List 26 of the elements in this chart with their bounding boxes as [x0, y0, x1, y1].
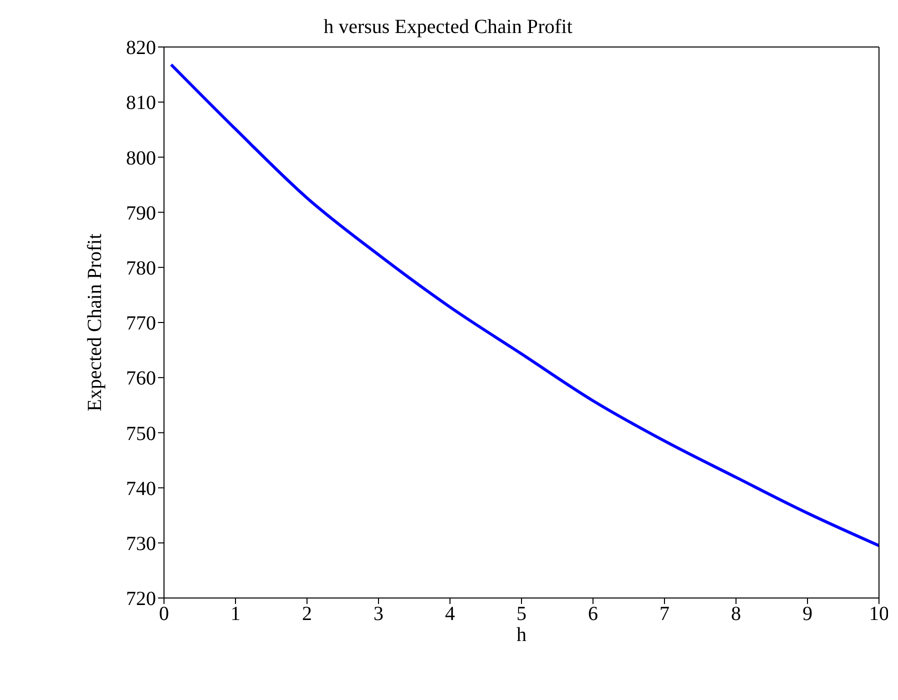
x-tick-label: 6	[588, 603, 598, 626]
x-tick-label: 4	[445, 603, 455, 626]
y-tick-label: 730	[126, 533, 156, 555]
x-tick-label: 5	[516, 603, 526, 626]
y-tick-label: 780	[126, 258, 156, 280]
x-tick-label: 7	[660, 603, 670, 626]
x-axis-title: h	[516, 624, 526, 646]
y-tick-label: 810	[126, 92, 156, 114]
y-tick-label: 720	[126, 588, 156, 610]
x-tick-label: 8	[731, 603, 741, 626]
line-series	[170, 63, 879, 548]
x-tick-label: 9	[802, 603, 812, 626]
x-tick-label: 10	[869, 603, 889, 626]
y-tick-label: 750	[126, 422, 156, 445]
y-tick-label: 820	[126, 37, 156, 60]
x-tick-label: 3	[374, 603, 384, 626]
y-tick-label: 770	[126, 312, 156, 335]
y-tick-label: 800	[126, 147, 156, 170]
x-tick-label: 0	[159, 603, 169, 626]
chart-title: h versus Expected Chain Profit	[322, 16, 574, 39]
y-tick-label: 740	[126, 478, 156, 500]
y-tick-label: 760	[126, 368, 156, 390]
x-tick-label: 2	[302, 603, 312, 626]
y-tick-label: 790	[126, 202, 156, 224]
y-axis-title: Expected Chain Profit	[84, 233, 106, 412]
x-tick-label: 1	[230, 603, 240, 626]
